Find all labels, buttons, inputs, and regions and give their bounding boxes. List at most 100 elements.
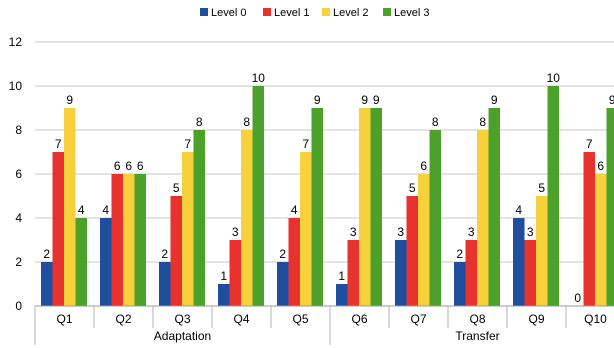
bar xyxy=(606,108,614,306)
data-label: 3 xyxy=(527,225,534,239)
bar xyxy=(370,108,382,306)
data-label: 7 xyxy=(586,137,593,151)
y-tick-label: 0 xyxy=(15,299,22,313)
legend: Level 0 Level 1 Level 2 Level 3 xyxy=(200,7,429,19)
x-group-label: Adaptation xyxy=(154,329,211,343)
bar xyxy=(406,196,418,306)
bar xyxy=(100,218,112,306)
x-category-label: Q10 xyxy=(584,312,607,326)
y-tick-label: 2 xyxy=(15,255,22,269)
data-label: 6 xyxy=(137,159,144,173)
data-label: 8 xyxy=(479,115,486,129)
data-label: 7 xyxy=(184,137,191,151)
x-category-label: Q5 xyxy=(292,312,308,326)
legend-label: Level 0 xyxy=(211,7,246,19)
bar xyxy=(311,108,323,306)
legend-swatch xyxy=(383,8,391,16)
data-label: 2 xyxy=(161,247,168,261)
bar xyxy=(182,152,194,306)
bar xyxy=(229,240,241,306)
data-label: 10 xyxy=(547,71,561,85)
bar xyxy=(395,240,407,306)
bar xyxy=(488,108,500,306)
x-category-label: Q6 xyxy=(351,312,367,326)
y-tick-label: 10 xyxy=(9,79,23,93)
bar xyxy=(465,240,477,306)
x-axis: Q1 Q2 Q3 Q4 Q5 Q6 Q7 Q8 Q9 Q10 Adaptation Transfer xyxy=(34,305,614,345)
data-label: 9 xyxy=(314,93,321,107)
bars xyxy=(41,86,614,306)
data-label: 4 xyxy=(291,203,298,217)
data-label: 7 xyxy=(55,137,62,151)
data-label: 8 xyxy=(196,115,203,129)
legend-label: Level 1 xyxy=(274,7,309,19)
bar xyxy=(252,86,264,306)
y-tick-label: 8 xyxy=(15,123,22,137)
data-label: 2 xyxy=(43,247,50,261)
legend-swatch xyxy=(263,8,271,16)
data-label: 3 xyxy=(350,225,357,239)
bar xyxy=(241,130,253,306)
data-label: 9 xyxy=(491,93,498,107)
bar xyxy=(64,108,76,306)
bar xyxy=(193,130,205,306)
data-label: 3 xyxy=(397,225,404,239)
x-category-label: Q2 xyxy=(115,312,131,326)
bar xyxy=(41,262,53,306)
bar xyxy=(300,152,312,306)
data-label: 6 xyxy=(125,159,132,173)
bar xyxy=(547,86,559,306)
bar xyxy=(218,284,230,306)
bar xyxy=(524,240,536,306)
data-label: 3 xyxy=(468,225,475,239)
data-label: 1 xyxy=(338,269,345,283)
data-label: 8 xyxy=(243,115,250,129)
x-category-label: Q3 xyxy=(174,312,190,326)
data-label: 5 xyxy=(409,181,416,195)
legend-swatch xyxy=(322,8,330,16)
data-label: 10 xyxy=(252,71,266,85)
y-tick-label: 4 xyxy=(15,211,22,225)
data-label: 6 xyxy=(114,159,121,173)
data-label: 5 xyxy=(538,181,545,195)
bar xyxy=(52,152,64,306)
data-label: 2 xyxy=(279,247,286,261)
data-label: 9 xyxy=(373,93,380,107)
data-label: 0 xyxy=(574,291,581,305)
y-tick-label: 12 xyxy=(9,35,23,49)
y-tick-label: 6 xyxy=(15,167,22,181)
x-category-label: Q4 xyxy=(233,312,249,326)
legend-label: Level 3 xyxy=(394,7,429,19)
bar xyxy=(418,174,430,306)
bar xyxy=(429,130,441,306)
bar xyxy=(277,262,289,306)
bar xyxy=(134,174,146,306)
data-label: 7 xyxy=(302,137,309,151)
bar xyxy=(595,174,607,306)
bar xyxy=(159,262,171,306)
x-category-label: Q1 xyxy=(56,312,72,326)
data-label: 4 xyxy=(102,203,109,217)
bar xyxy=(170,196,182,306)
data-label: 6 xyxy=(420,159,427,173)
data-label: 3 xyxy=(232,225,239,239)
data-label: 9 xyxy=(66,93,73,107)
bar xyxy=(75,218,87,306)
data-label: 5 xyxy=(173,181,180,195)
data-label: 8 xyxy=(432,115,439,129)
bar xyxy=(111,174,123,306)
bar xyxy=(477,130,489,306)
data-label: 1 xyxy=(220,269,227,283)
x-group-label: Transfer xyxy=(455,329,499,343)
bar xyxy=(583,152,595,306)
legend-label: Level 2 xyxy=(333,7,368,19)
data-label: 4 xyxy=(515,203,522,217)
bar xyxy=(359,108,371,306)
data-label: 9 xyxy=(361,93,368,107)
x-category-label: Q7 xyxy=(410,312,426,326)
x-category-label: Q9 xyxy=(528,312,544,326)
bar xyxy=(513,218,525,306)
bar xyxy=(336,284,348,306)
